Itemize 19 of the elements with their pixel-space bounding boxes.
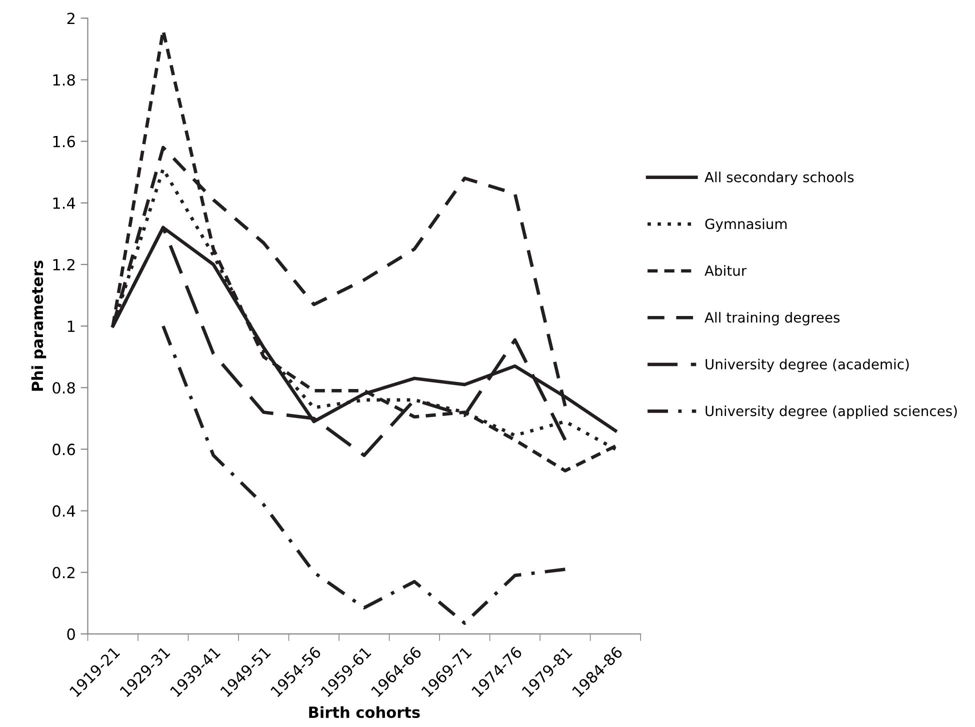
y-tick-label: 1.4 (53, 198, 76, 209)
legend-label: All secondary schools (704, 172, 854, 186)
legend-label: All training degrees (704, 312, 840, 326)
legend-label: Gymnasium (705, 218, 787, 232)
y-tick-label: 1.8 (53, 74, 75, 86)
legend-label: University degree (academic) (706, 358, 909, 372)
x-axis-title: Birth cohorts (309, 706, 420, 718)
y-tick-label: 0.2 (52, 566, 74, 578)
y-tick-label: 0 (67, 628, 75, 640)
y-tick-label: 2 (67, 12, 74, 24)
y-tick-label: 1 (68, 320, 75, 332)
y-tick-label: 0.4 (52, 505, 76, 517)
legend-label: University degree (applied sciences) (706, 405, 957, 419)
y-tick-label: 0.6 (52, 444, 75, 456)
y-tick-label: 1.6 (53, 136, 75, 148)
y-tick-label: 0.8 (52, 382, 75, 394)
y-axis-title: Phi parameters (31, 260, 46, 391)
y-tick-label: 1.2 (53, 258, 74, 270)
legend-label: Abitur (704, 265, 747, 276)
